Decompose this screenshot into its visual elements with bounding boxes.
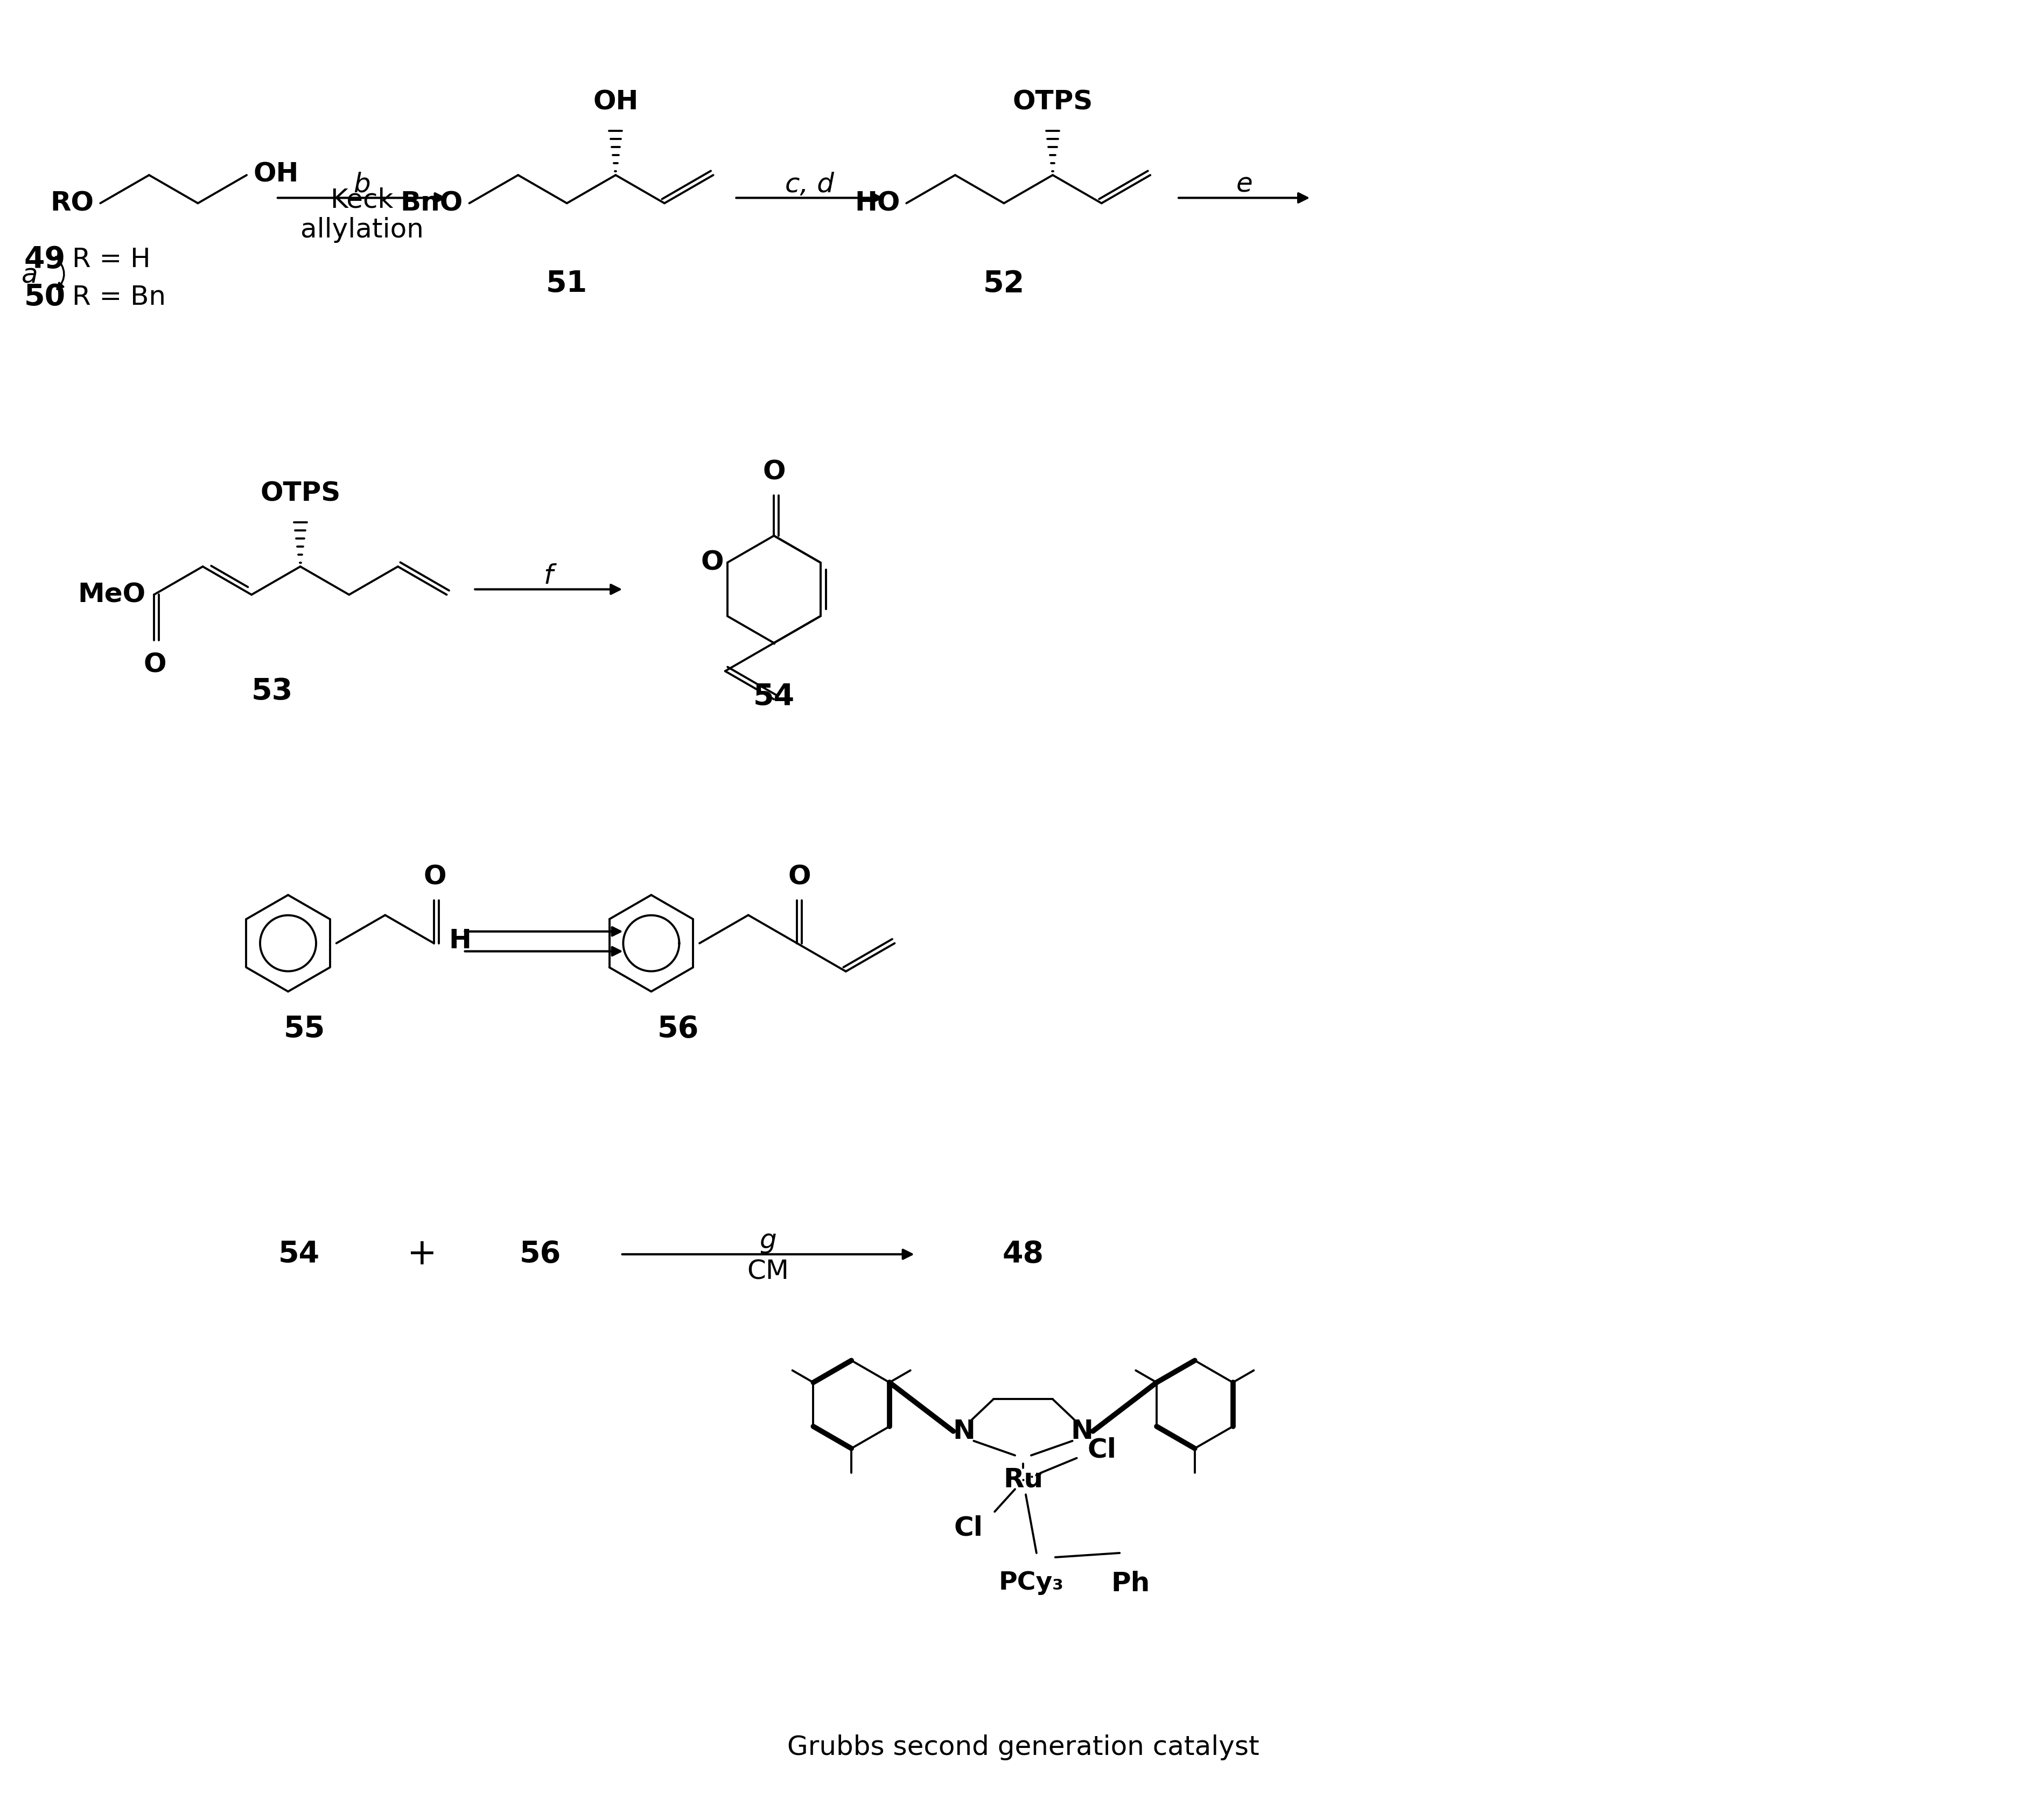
Text: g: g	[760, 1227, 777, 1254]
Text: N: N	[1071, 1419, 1094, 1444]
Text: 50: 50	[25, 283, 65, 312]
Text: R = H: R = H	[72, 247, 151, 273]
Text: 54: 54	[278, 1240, 319, 1269]
Text: Cl: Cl	[1087, 1437, 1116, 1462]
Text: MeO: MeO	[78, 581, 145, 608]
Text: OH: OH	[253, 161, 298, 188]
Text: PCy₃: PCy₃	[1000, 1570, 1063, 1596]
Text: OTPS: OTPS	[1012, 88, 1094, 116]
Text: 51: 51	[546, 269, 589, 298]
Text: RO: RO	[51, 190, 94, 217]
Text: Cl: Cl	[955, 1514, 983, 1541]
Text: Keck
allylation: Keck allylation	[300, 188, 423, 244]
Text: Ru: Ru	[1004, 1467, 1042, 1493]
Text: +: +	[407, 1236, 437, 1273]
Text: 52: 52	[983, 269, 1024, 298]
Text: OTPS: OTPS	[260, 480, 341, 507]
Text: c, d: c, d	[785, 171, 834, 197]
Text: O: O	[762, 458, 785, 486]
Text: 54: 54	[752, 682, 795, 711]
Text: Ph: Ph	[1112, 1570, 1151, 1596]
Text: f: f	[544, 563, 554, 588]
Text: N: N	[953, 1419, 975, 1444]
Text: a: a	[20, 264, 37, 289]
Text: O: O	[787, 865, 811, 890]
Text: 56: 56	[519, 1240, 560, 1269]
Text: R = Bn: R = Bn	[72, 283, 166, 310]
Text: OH: OH	[593, 88, 638, 116]
Text: 49: 49	[25, 245, 65, 274]
Text: b: b	[354, 171, 370, 197]
Text: BnO: BnO	[401, 190, 462, 217]
Text: HO: HO	[854, 190, 899, 217]
Text: O: O	[423, 865, 446, 890]
Text: e: e	[1237, 171, 1253, 197]
Text: 55: 55	[284, 1014, 325, 1043]
Text: O: O	[701, 549, 724, 576]
Text: 53: 53	[251, 677, 292, 706]
Text: H: H	[450, 928, 472, 953]
Text: 48: 48	[1002, 1240, 1044, 1269]
Text: 56: 56	[658, 1014, 699, 1043]
Text: Grubbs second generation catalyst: Grubbs second generation catalyst	[787, 1735, 1259, 1760]
Text: CM: CM	[748, 1258, 789, 1285]
Text: O: O	[143, 652, 166, 679]
